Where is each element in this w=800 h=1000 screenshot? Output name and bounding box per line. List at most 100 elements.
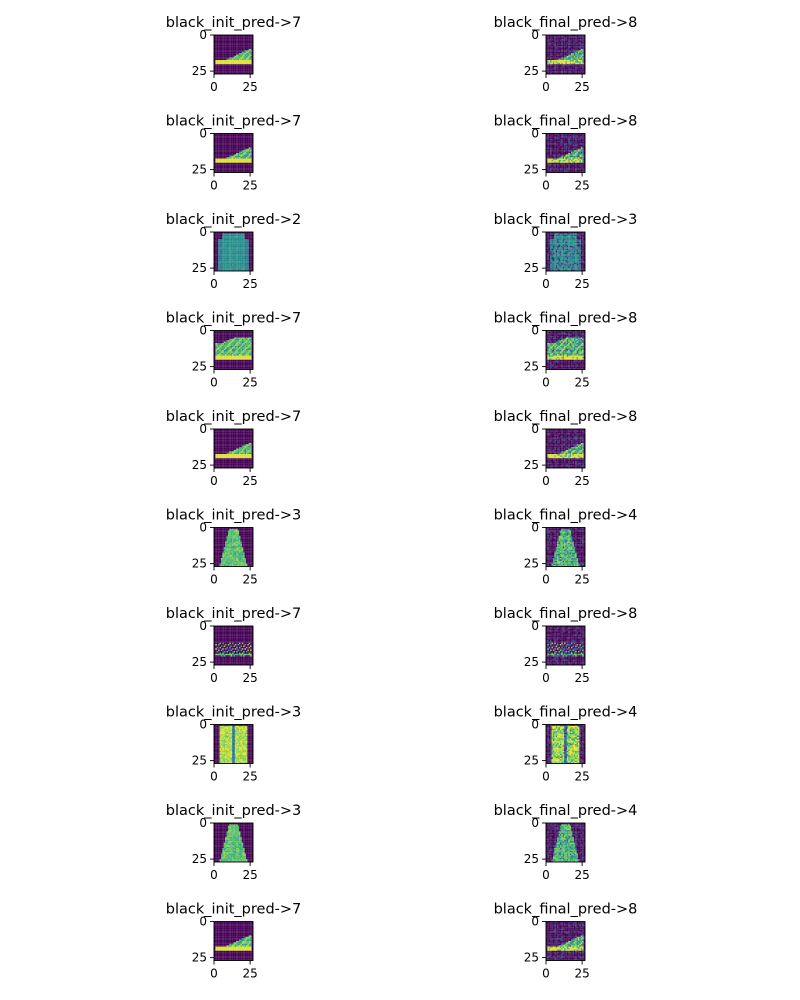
heatmap-cell (240, 44, 242, 47)
heatmap-cell (551, 155, 554, 158)
heatmap-cell (561, 43, 563, 45)
heatmap-cell (547, 166, 549, 169)
heatmap-cell (568, 233, 570, 235)
heatmap-cell (229, 240, 231, 242)
heatmap-cell (244, 336, 247, 338)
heatmap-cell (239, 233, 241, 235)
heatmap-cell (244, 257, 247, 259)
heatmap-cell (568, 65, 570, 68)
heatmap-cell (220, 154, 223, 156)
heatmap-cell (557, 236, 559, 238)
heatmap-cell (227, 340, 230, 342)
heatmap-cell (562, 53, 565, 55)
heatmap-cell (218, 252, 220, 255)
heatmap-cell (554, 159, 556, 162)
heatmap-cell (230, 157, 233, 159)
heatmap-cell (550, 236, 552, 238)
heatmap-cell (573, 54, 576, 56)
heatmap-cell (552, 171, 555, 173)
heatmap-cell (232, 37, 234, 40)
heatmap-cell (227, 36, 230, 38)
heatmap-cell (244, 252, 247, 255)
heatmap-cell (554, 40, 556, 43)
heatmap-cell (247, 72, 249, 75)
heatmap-cell (568, 141, 570, 144)
heatmap-cell (551, 140, 554, 142)
heatmap-cell (559, 54, 562, 56)
heatmap-cell (237, 48, 240, 51)
heatmap-cell (569, 147, 572, 149)
heatmap-cell (216, 159, 219, 162)
heatmap-cell (222, 334, 224, 337)
heatmap-cell (558, 37, 560, 40)
heatmap-cell (234, 168, 237, 170)
heatmap-cell (572, 245, 574, 248)
heatmap-cell (219, 331, 222, 334)
heatmap-cell (580, 36, 583, 38)
heatmap-cell (225, 47, 227, 49)
heatmap-cell (575, 136, 577, 138)
heatmap-cell (227, 67, 230, 69)
heatmap-cell (240, 337, 242, 339)
heatmap-cell (558, 166, 560, 169)
heatmap-cell (583, 147, 586, 149)
heatmap-cell (568, 161, 570, 163)
heatmap-cell (575, 254, 577, 256)
heatmap-cell (222, 136, 224, 138)
heatmap-cell (241, 234, 244, 237)
heatmap-cell (218, 57, 220, 59)
heatmap-cell (244, 171, 247, 173)
heatmap-cell (550, 269, 552, 272)
heatmap-cell (230, 266, 233, 269)
heatmap-cell (576, 139, 579, 141)
heatmap-cell (216, 243, 219, 245)
heatmap-cell (226, 164, 228, 166)
heatmap-cell (551, 150, 554, 152)
heatmap-cell (226, 232, 228, 234)
heatmap-cell (244, 159, 247, 162)
heatmap-cell (250, 247, 252, 249)
heatmap-cell (566, 72, 569, 75)
heatmap-cell (225, 251, 227, 253)
heatmap-cell (555, 68, 558, 70)
heatmap-cell (234, 162, 237, 165)
heatmap-cell (246, 139, 248, 141)
heatmap-cell (226, 334, 228, 337)
x-tick-label: 0 (542, 277, 550, 291)
heatmap-cell (247, 259, 249, 262)
heatmap-cell (566, 139, 569, 141)
heatmap-cell (250, 62, 252, 65)
heatmap-cell (248, 67, 251, 69)
heatmap-cell (223, 35, 226, 37)
heatmap-cell (568, 164, 570, 166)
heatmap-cell (582, 265, 584, 267)
heatmap-cell (214, 162, 216, 165)
heatmap-cell (241, 236, 244, 238)
heatmap-cell (229, 262, 231, 265)
heatmap-cell (571, 53, 573, 55)
heatmap-cell (576, 143, 579, 145)
heatmap-cell (550, 134, 552, 137)
heatmap-cell (559, 139, 562, 141)
heatmap-cell (546, 158, 548, 161)
heatmap-cell (582, 139, 584, 141)
heatmap-cell (226, 58, 228, 61)
heatmap-cell (215, 159, 217, 162)
heatmap-cell (569, 58, 572, 61)
heatmap-cell (215, 154, 217, 156)
heatmap-cell (246, 251, 248, 253)
heatmap-cell (236, 147, 238, 149)
heatmap-cell (568, 47, 570, 49)
heatmap-cell (215, 35, 217, 37)
heatmap-cell (227, 266, 230, 269)
heatmap-cell (248, 54, 251, 56)
heatmap-cell (218, 43, 220, 45)
heatmap-cell (225, 133, 227, 135)
heatmap-cell (223, 154, 226, 156)
heatmap-cell (565, 236, 567, 238)
heatmap-cell (232, 35, 234, 37)
heatmap-cell (243, 247, 245, 249)
heatmap-cell (248, 261, 251, 263)
heatmap-cell (583, 60, 586, 62)
heatmap-image (546, 35, 586, 75)
